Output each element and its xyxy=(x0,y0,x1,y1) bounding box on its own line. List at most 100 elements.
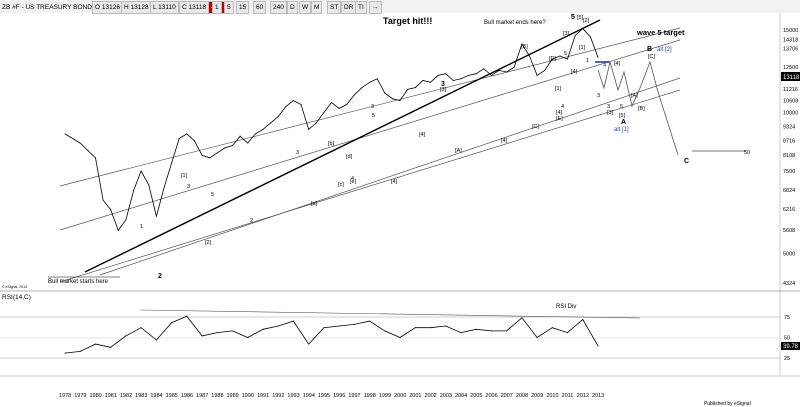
current-price-marker xyxy=(781,72,800,81)
x-tick-label: 1999 xyxy=(379,393,391,399)
upper-channel-line xyxy=(59,27,681,187)
rsi-point xyxy=(597,345,599,347)
rsi-point xyxy=(140,327,142,329)
wave-label-A-right: [A] xyxy=(631,93,638,99)
price-tick-label: 10608 xyxy=(783,98,798,104)
alt2-annotation: alt [2] xyxy=(657,47,672,53)
price-point xyxy=(171,162,173,164)
wave-label-E-bracket: [E] xyxy=(556,116,563,122)
target-level-annotation: 50 xyxy=(744,150,750,156)
rsi-point xyxy=(201,335,203,337)
wave-label-5-1988: 5 xyxy=(211,192,214,198)
price-tick-label: 13706 xyxy=(783,46,798,52)
x-tick-label: 1994 xyxy=(303,393,315,399)
price-point xyxy=(521,43,523,45)
price-point xyxy=(133,190,135,192)
wave-label-A-bracket: [A] xyxy=(455,148,462,154)
x-tick-label: 2001 xyxy=(409,393,421,399)
x-tick-label: 1991 xyxy=(257,393,269,399)
long-thick-trendline xyxy=(84,19,601,273)
x-tick-label: 1998 xyxy=(364,393,376,399)
toolbar-button-3[interactable]: → xyxy=(369,1,382,14)
interval-button-d[interactable]: D xyxy=(287,1,298,14)
price-tick-label: 6824 xyxy=(783,188,795,194)
rsi-point xyxy=(567,332,569,334)
x-tick-label: 1981 xyxy=(105,393,117,399)
price-tick-label: 11216 xyxy=(783,87,798,93)
rsi-tick-label: 25 xyxy=(784,356,790,362)
rsi-point xyxy=(186,315,188,317)
interval-button-15[interactable]: 15 xyxy=(236,1,250,14)
wave-label-3-big: 3 xyxy=(441,81,445,88)
header-price-o: O 13126 xyxy=(92,1,123,14)
price-point xyxy=(338,107,340,109)
price-tick-label: 7500 xyxy=(783,169,795,175)
interval-button-1[interactable]: 1 xyxy=(212,1,222,14)
price-point xyxy=(528,55,530,57)
wave-label-4-2008: [4] xyxy=(501,138,508,144)
wave-label-2-1990: 2 xyxy=(250,218,253,224)
price-point xyxy=(384,92,386,94)
price-point xyxy=(87,149,89,151)
price-tick-label: 9324 xyxy=(783,125,795,131)
interval-button-5[interactable]: 5 xyxy=(224,1,234,14)
rsi-point xyxy=(384,330,386,332)
rsi-point xyxy=(490,330,492,332)
wave-label-4b-top: [4] xyxy=(571,69,578,75)
price-point xyxy=(186,133,188,135)
rsi-point xyxy=(292,320,294,322)
wave-label-4-right: [4] xyxy=(614,61,621,67)
price-tick-label: 6216 xyxy=(783,207,795,213)
price-point xyxy=(277,116,279,118)
price-point xyxy=(468,74,470,76)
price-point xyxy=(414,87,416,89)
rsi-point xyxy=(399,337,401,338)
price-point xyxy=(163,187,165,189)
wave-label-3b: [3] xyxy=(440,87,447,93)
price-point xyxy=(262,128,264,130)
price-point xyxy=(582,28,584,30)
price-tick-label: 8108 xyxy=(783,153,795,159)
published-by-label: Published by eSignal xyxy=(704,401,751,407)
rsi-point xyxy=(216,332,218,334)
wave-label-B-bracket: [B] xyxy=(521,44,528,50)
interval-button-w[interactable]: W xyxy=(299,1,312,14)
rsi-tick-label: 50 xyxy=(784,336,790,342)
price-point xyxy=(102,199,104,201)
x-tick-label: 2007 xyxy=(501,393,513,399)
price-point xyxy=(315,122,317,124)
toolbar-button-2[interactable]: TI xyxy=(355,1,367,14)
wave-label-3-1985: 3 xyxy=(187,184,190,190)
wave-labels: 5 [5] [2] [3] [1] [4] 3 [3] [B] [D] [A] … xyxy=(140,14,689,280)
wave-label-d-1997: [d] xyxy=(346,154,353,160)
price-point xyxy=(117,229,119,231)
interval-button-60[interactable]: 60 xyxy=(253,1,267,14)
price-point xyxy=(209,157,211,159)
x-tick-label: 1990 xyxy=(242,393,254,399)
price-point xyxy=(300,103,302,105)
price-point xyxy=(155,215,157,217)
interval-button-m[interactable]: M xyxy=(311,1,323,14)
wave-label-5-right-small: 5 xyxy=(620,104,623,110)
price-point xyxy=(239,135,241,137)
price-tick-label: 5608 xyxy=(783,228,795,234)
toolbar-button-0[interactable]: ST xyxy=(327,1,342,14)
price-point xyxy=(422,80,424,82)
interval-button-240[interactable]: 240 xyxy=(270,1,287,14)
x-tick-label: 1980 xyxy=(89,393,101,399)
price-tick-label: 5000 xyxy=(783,251,795,257)
price-point xyxy=(140,170,142,172)
x-tick-label: 1996 xyxy=(333,393,345,399)
price-point xyxy=(567,58,569,60)
price-point xyxy=(407,88,409,90)
rsi-point xyxy=(277,325,279,327)
price-point xyxy=(445,73,447,75)
inner-channel-line xyxy=(99,77,681,276)
wave-label-4-small: 4 xyxy=(561,104,564,110)
rsi-point xyxy=(369,320,371,322)
x-tick-label: 1992 xyxy=(272,393,284,399)
price-point xyxy=(254,133,256,135)
symbol-title: ZB #F - US TREASURY BOND,M xyxy=(2,4,99,11)
x-tick-label: 2003 xyxy=(440,393,452,399)
target-hit-annotation: Target hit!!! xyxy=(383,16,432,26)
